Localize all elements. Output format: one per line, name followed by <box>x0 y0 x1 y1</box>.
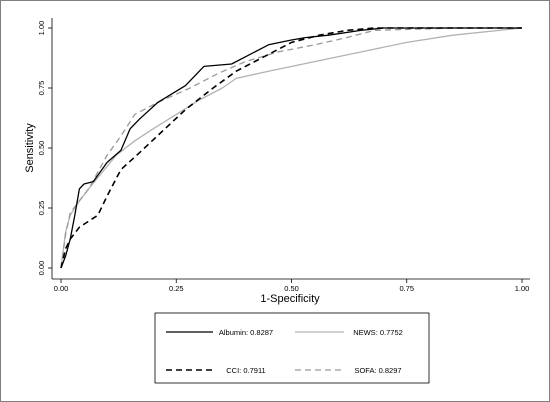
x-tick-label: 0.75 <box>399 284 414 293</box>
series-line-albumin <box>60 27 522 269</box>
x-tick-label: 0.50 <box>284 284 299 293</box>
y-axis-title: Sensitivity <box>24 123 36 173</box>
series-line-sofa <box>60 27 522 269</box>
legend-label-sofa: SOFA: 0.8297 <box>354 366 401 375</box>
y-tick-label: 0.00 <box>37 261 46 276</box>
x-axis-title: 1-Specificity <box>260 293 320 305</box>
legend-label-albumin: Albumin: 0.8287 <box>219 328 273 337</box>
y-tick-label: 0.75 <box>37 81 46 96</box>
x-tick-label: 0.00 <box>54 284 69 293</box>
x-tick-label: 0.25 <box>169 284 184 293</box>
y-tick-label: 1.00 <box>37 21 46 36</box>
legend-label-news: NEWS: 0.7752 <box>353 328 403 337</box>
y-tick-label: 0.50 <box>37 141 46 156</box>
series-layer <box>60 27 523 269</box>
legend-box <box>154 312 430 384</box>
y-tick-label: 0.25 <box>37 201 46 216</box>
legend: Albumin: 0.8287 NEWS: 0.7752 CCI: 0.7911 SO… <box>166 328 403 375</box>
x-tick-label: 1.00 <box>515 284 530 293</box>
axis-ticks: 0.00 0.25 0.50 0.75 1.00 0.00 0.25 0.50 0.75 1.00 <box>37 21 529 293</box>
legend-label-cci: CCI: 0.7911 <box>226 366 265 375</box>
series-line-cci <box>60 27 522 269</box>
